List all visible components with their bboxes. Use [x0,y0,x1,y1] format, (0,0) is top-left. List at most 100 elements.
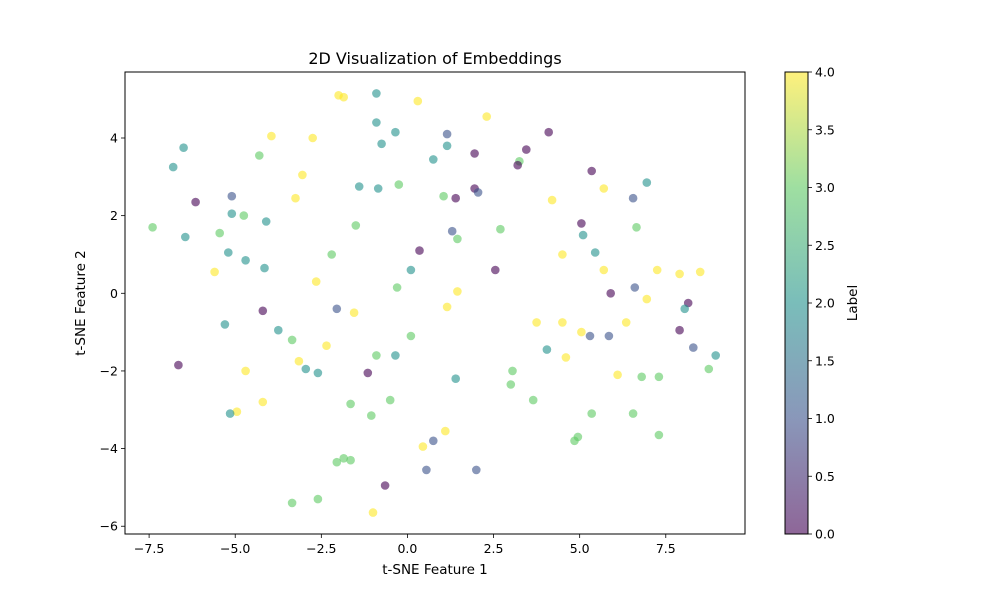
data-point [308,133,318,143]
data-point [181,232,190,242]
colorbar-ticks: 0.0 0.5 1.0 1.5 2.0 2.5 3.0 3.5 4.0 [808,65,835,542]
data-point [287,335,297,345]
data-point [587,409,596,418]
data-point [599,265,609,275]
data-point [298,170,307,180]
data-point [577,219,586,228]
x-tick-label: 5.0 [570,541,590,556]
data-point [267,131,276,141]
data-point [473,188,483,197]
data-point [274,325,283,335]
data-point [339,454,349,463]
data-point [227,191,237,201]
x-tick-label: −2.5 [306,541,336,556]
data-point [573,432,583,442]
colorbar [785,72,808,534]
chart-title: 2D Visualization of Embeddings [308,49,561,68]
data-point [561,353,571,362]
data-point [215,228,224,238]
y-axis-label: t-SNE Feature 2 [73,250,89,356]
data-point [558,318,567,327]
data-point [232,407,242,417]
data-point [513,160,522,170]
data-point [442,129,452,139]
data-point [391,351,400,360]
colorbar-label: Label [845,285,861,321]
data-point [642,294,652,304]
data-point [179,143,188,152]
plot-frame [124,71,746,535]
x-axis-label: t-SNE Feature 1 [382,562,488,578]
data-point [392,283,402,292]
colorbar-tick-label: 2.0 [815,296,835,311]
data-point [415,246,424,255]
data-point [385,395,395,405]
data-point [354,182,364,191]
data-point [241,255,250,265]
y-tick-label: −6 [100,519,118,534]
data-point [258,306,268,316]
data-point [590,248,600,257]
data-point [418,442,428,451]
data-point [260,263,269,273]
data-point [630,283,640,292]
data-point [442,302,452,312]
data-point [429,436,438,446]
data-point [675,325,684,335]
data-point [439,191,448,201]
data-point [654,372,664,382]
data-point [496,224,505,234]
data-point [241,366,250,376]
data-point [363,368,373,378]
data-point [254,151,264,160]
data-point [587,166,596,176]
x-axis-ticks: −7.5 −5.0 −2.5 0.0 2.5 5.0 7.5 [134,534,676,556]
data-point [689,343,698,352]
data-point [508,366,517,376]
data-point [632,223,641,232]
data-point [332,457,342,467]
data-point [227,209,237,218]
x-tick-label: 7.5 [656,541,676,556]
data-point [346,455,355,465]
data-point [472,465,481,475]
data-point [148,223,157,232]
data-point [606,289,615,298]
data-point [522,145,531,154]
data-point [429,155,438,164]
colorbar-tick-label: 3.5 [815,122,835,137]
data-point [506,380,516,389]
data-point [380,481,390,490]
data-point [406,265,416,275]
y-tick-label: 2 [110,208,118,223]
y-tick-label: −2 [100,363,118,378]
data-point [291,193,300,203]
data-point [613,370,622,380]
data-point [224,248,233,257]
data-point [447,226,457,236]
data-point [261,217,271,226]
data-point [642,178,652,187]
data-point [680,304,689,314]
data-point [339,92,349,102]
data-point [225,409,235,418]
y-axis-ticks: −6 −4 −2 0 2 4 [100,131,125,534]
data-point [652,265,662,275]
data-point [470,149,479,158]
data-point [239,211,249,220]
data-point [191,197,200,207]
y-tick-label: 0 [110,286,118,301]
data-point [621,318,631,327]
data-point [637,372,646,382]
data-point [453,234,462,244]
data-point [294,356,304,366]
data-point [491,265,500,275]
colorbar-tick-label: 1.0 [815,411,835,426]
data-point [451,193,461,203]
colorbar-tick-label: 0.0 [815,527,835,542]
data-point [547,195,557,205]
data-point [528,395,538,405]
data-point [313,494,323,504]
data-point [711,351,720,360]
